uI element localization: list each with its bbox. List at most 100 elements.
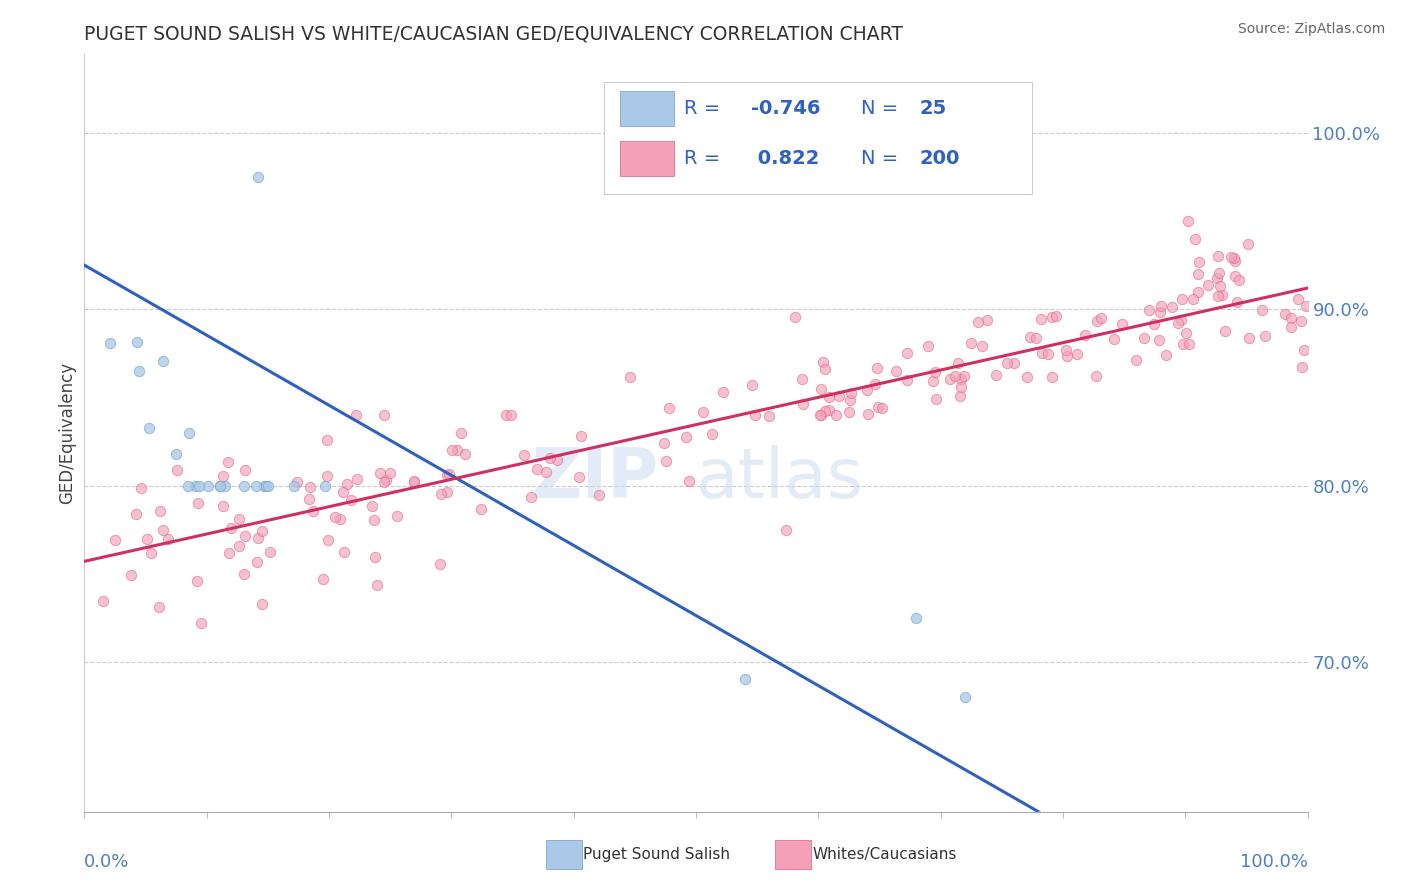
Point	[1274, 307, 1296, 321]
Point	[100, 336, 122, 351]
Point	[1295, 299, 1317, 313]
Point	[813, 362, 835, 376]
Point	[1208, 266, 1230, 280]
Point	[1226, 294, 1249, 309]
Point	[1236, 236, 1258, 251]
Point	[1125, 352, 1147, 367]
Point	[538, 450, 561, 465]
Point	[233, 462, 256, 476]
Point	[187, 478, 209, 492]
Point	[1177, 214, 1199, 228]
Point	[675, 430, 697, 444]
Text: 200: 200	[920, 149, 960, 169]
Point	[1281, 310, 1303, 325]
Point	[440, 442, 463, 457]
Point	[232, 566, 254, 581]
Point	[148, 599, 170, 614]
Point	[1111, 317, 1133, 331]
Point	[1171, 292, 1194, 306]
Point	[298, 491, 321, 506]
Point	[953, 368, 976, 383]
Point	[658, 401, 681, 416]
Point	[332, 485, 354, 500]
Point	[436, 485, 458, 500]
Point	[233, 529, 256, 543]
Point	[519, 490, 541, 504]
Text: R =: R =	[683, 99, 727, 118]
Point	[1149, 305, 1171, 319]
Point	[700, 427, 723, 442]
Point	[1017, 370, 1039, 384]
Point	[316, 533, 339, 548]
Point	[943, 369, 966, 384]
Y-axis label: GED/Equivalency: GED/Equivalency	[58, 361, 76, 504]
Point	[360, 499, 382, 513]
Point	[368, 466, 391, 480]
Point	[884, 363, 907, 377]
Point	[314, 478, 336, 492]
Point	[1139, 303, 1161, 318]
Point	[1040, 310, 1063, 325]
Point	[588, 488, 610, 502]
Point	[841, 385, 863, 400]
FancyBboxPatch shape	[605, 81, 1032, 194]
Point	[1291, 314, 1313, 328]
Point	[152, 353, 174, 368]
Point	[810, 383, 832, 397]
Point	[654, 454, 676, 468]
Text: N =: N =	[860, 99, 904, 118]
Point	[790, 371, 813, 385]
Point	[104, 533, 127, 547]
Point	[166, 463, 188, 477]
Point	[219, 521, 242, 535]
Point	[437, 467, 460, 481]
Point	[450, 425, 472, 440]
Point	[212, 468, 235, 483]
Point	[1056, 349, 1078, 363]
Point	[209, 478, 232, 492]
Point	[1066, 347, 1088, 361]
Point	[1187, 267, 1209, 281]
Point	[259, 545, 281, 559]
Point	[758, 409, 780, 424]
FancyBboxPatch shape	[620, 91, 673, 126]
Point	[692, 405, 714, 419]
FancyBboxPatch shape	[620, 142, 673, 177]
Point	[246, 556, 269, 570]
Point	[402, 475, 425, 489]
Point	[374, 473, 396, 487]
Point	[817, 402, 839, 417]
Point	[1054, 343, 1077, 357]
Point	[190, 615, 212, 630]
Point	[1150, 300, 1173, 314]
Point	[187, 496, 209, 510]
Text: Puget Sound Salish: Puget Sound Salish	[583, 847, 731, 862]
Point	[197, 478, 219, 492]
Point	[495, 408, 517, 422]
Point	[404, 475, 426, 490]
Point	[363, 513, 385, 527]
Point	[1074, 327, 1097, 342]
Point	[922, 375, 945, 389]
Point	[252, 597, 274, 611]
Point	[128, 364, 150, 378]
Point	[316, 433, 339, 447]
Point	[247, 169, 270, 184]
Point	[1187, 254, 1209, 268]
Point	[741, 377, 763, 392]
Point	[129, 481, 152, 495]
Text: ZIP: ZIP	[531, 444, 659, 512]
Point	[783, 310, 806, 325]
Point	[429, 557, 451, 571]
Point	[810, 408, 832, 422]
Point	[1291, 360, 1313, 375]
Point	[1206, 249, 1229, 263]
Point	[568, 469, 591, 483]
Point	[1219, 250, 1241, 264]
Point	[323, 510, 346, 524]
Text: 0.0%: 0.0%	[84, 854, 129, 871]
Point	[1254, 329, 1277, 343]
Point	[984, 368, 1007, 382]
Point	[1250, 303, 1272, 318]
Point	[1154, 348, 1177, 362]
